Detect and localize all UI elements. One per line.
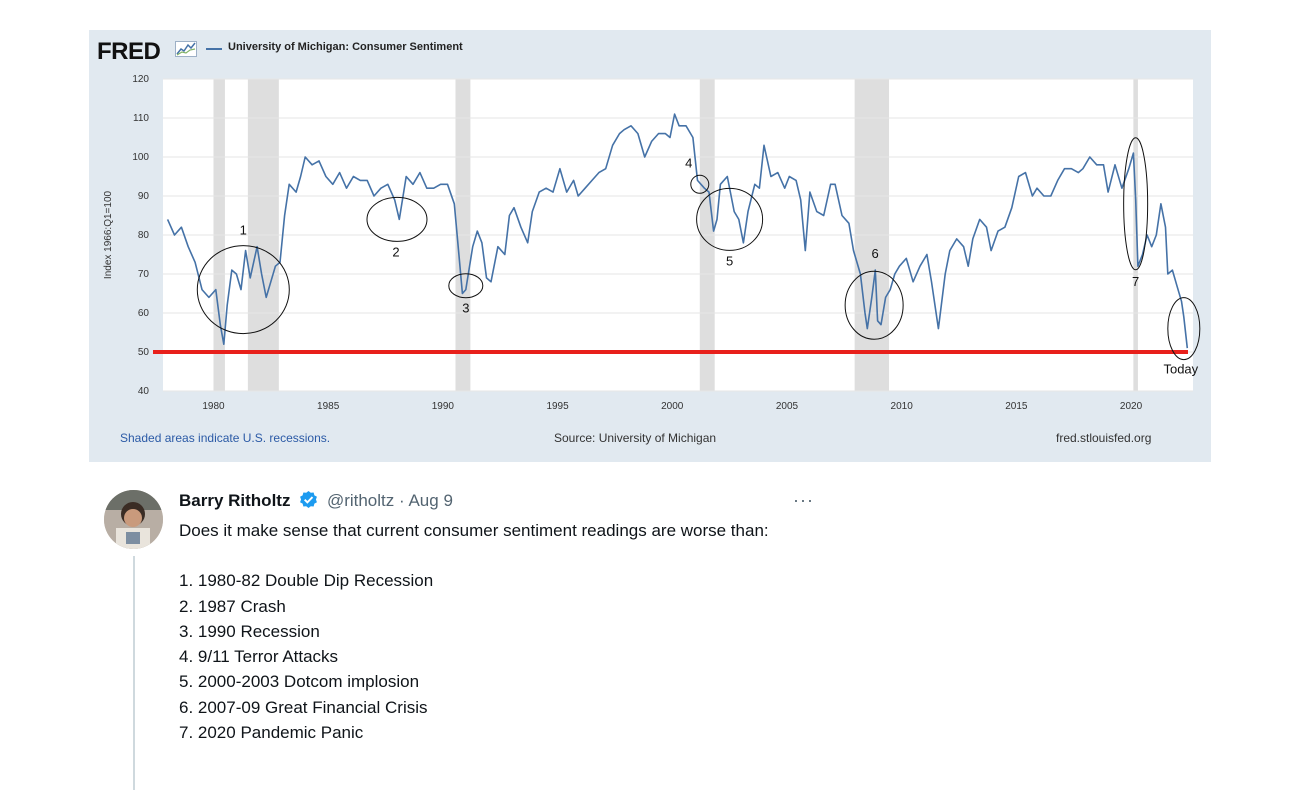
list-item: 4. 9/11 Terror Attacks (179, 647, 339, 667)
tweet-text: Does it make sense that current consumer… (179, 518, 819, 745)
consumer-sentiment-chart: 40 50 60 70 80 90 100 110 120 1980 1985 1990 1995 20… (103, 74, 1201, 412)
x-tick-label: 1980 (202, 401, 225, 412)
thread-line (133, 556, 135, 790)
annotation-label: 6 (872, 246, 879, 261)
y-tick-label: 50 (138, 347, 150, 358)
annotation-label: 2 (392, 244, 399, 259)
separator: · (399, 491, 405, 510)
tweet-date[interactable]: Aug 9 (408, 491, 453, 510)
annotation-circle (366, 196, 428, 242)
sentiment-series-line (166, 113, 1189, 349)
list-item: 1. 1980-82 Double Dip Recession (179, 571, 434, 591)
more-options-icon[interactable]: ··· (793, 490, 814, 510)
avatar[interactable] (104, 490, 163, 549)
y-tick-label: 60 (138, 308, 150, 319)
fred-chart-panel: FRED University of Michigan: Consumer Se… (89, 30, 1211, 462)
annotation-circle (1167, 297, 1201, 361)
y-tick-label: 40 (138, 386, 150, 397)
tweet[interactable]: Barry Ritholtz @ritholtz · Aug 9 ··· Doe… (0, 470, 1302, 804)
x-tick-label: 1985 (317, 401, 340, 412)
list-item: 3. 1990 Recession (179, 621, 320, 641)
list-item: 7. 2020 Pandemic Panic (179, 723, 364, 743)
legend-swatch (206, 48, 222, 50)
x-tick-label: 1995 (546, 401, 569, 412)
x-tick-label: 2015 (1005, 401, 1028, 412)
fred-logo: FRED (97, 38, 161, 65)
x-tick-label: 2010 (891, 401, 914, 412)
y-tick-label: 110 (133, 113, 149, 124)
list-item: 5. 2000-2003 Dotcom implosion (179, 672, 420, 692)
legend-label: University of Michigan: Consumer Sentime… (228, 41, 463, 53)
author-handle[interactable]: @ritholtz (326, 491, 395, 510)
fred-url-link[interactable]: fred.stlouisfed.org (1056, 431, 1152, 445)
x-tick-label: 1990 (432, 401, 455, 412)
annotation-label: 3 (462, 301, 469, 316)
y-tick-label: 100 (132, 152, 149, 163)
annotation-label: Today (1163, 362, 1198, 377)
avatar-image (104, 490, 163, 549)
annotation-circle (448, 273, 484, 299)
y-tick-label: 70 (138, 269, 150, 280)
x-tick-label: 2000 (661, 401, 684, 412)
recession-note: Shaded areas indicate U.S. recessions. (120, 431, 331, 445)
annotation-label: 1 (240, 223, 247, 238)
list-item: 2. 1987 Crash (179, 596, 286, 616)
annotation-circle (196, 245, 290, 335)
x-tick-label: 2020 (1120, 401, 1143, 412)
annotation-label: 7 (1132, 274, 1139, 289)
author-name[interactable]: Barry Ritholtz (179, 491, 291, 510)
tweet-intro: Does it make sense that current consumer… (179, 521, 769, 540)
y-tick-label: 90 (138, 191, 150, 202)
annotation-label: 5 (726, 253, 733, 268)
tweet-header: Barry Ritholtz @ritholtz · Aug 9 (179, 490, 453, 512)
y-axis-label: Index 1966:Q1=100 (103, 191, 114, 280)
annotation-label: 4 (685, 155, 692, 170)
list-item: 6. 2007-09 Great Financial Crisis (179, 697, 428, 717)
tweet-list: 1. 1980-82 Double Dip Recession 2. 1987 … (179, 568, 819, 745)
source-note: Source: University of Michigan (554, 431, 717, 445)
annotation-circle (690, 174, 710, 194)
annotation-circle (844, 270, 904, 340)
y-tick-label: 120 (132, 74, 149, 85)
annotation-circle (1123, 137, 1149, 271)
fred-logo-chart-icon (175, 41, 197, 57)
y-tick-label: 80 (138, 230, 150, 241)
annotation-circle (696, 187, 764, 251)
verified-badge-icon (300, 490, 318, 509)
x-tick-label: 2005 (776, 401, 799, 412)
